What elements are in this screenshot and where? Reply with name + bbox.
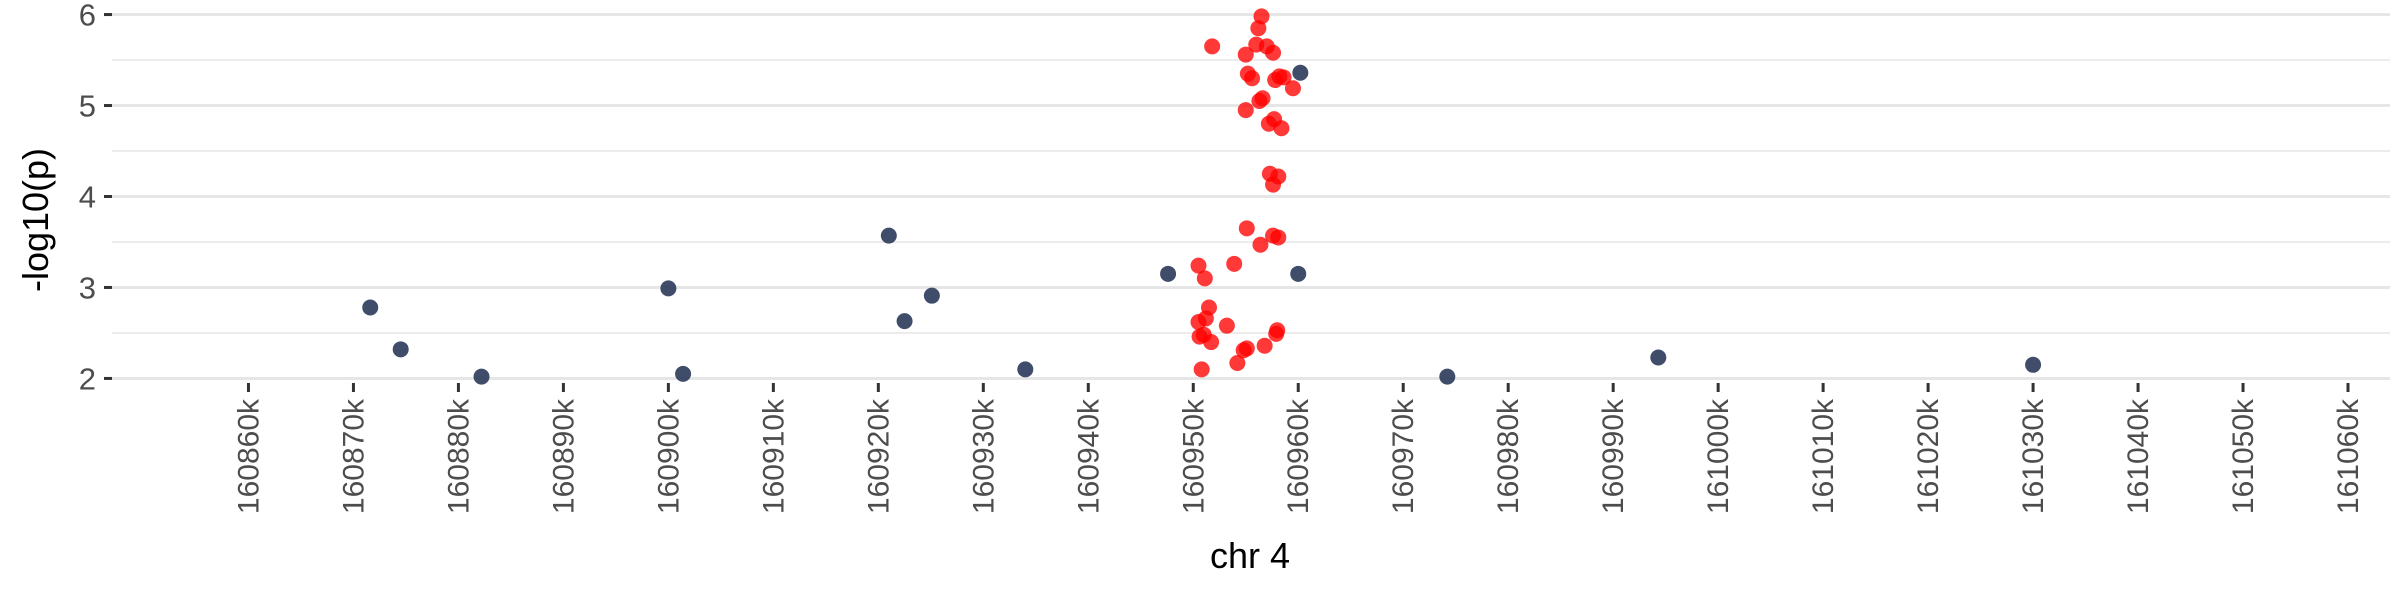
y-tick-label: 2	[79, 361, 96, 396]
x-tick-label: 160960k	[1282, 398, 1315, 514]
snp-point	[1650, 349, 1667, 366]
x-tick-label: 160890k	[547, 398, 580, 514]
highlighted-snp-point	[1250, 20, 1267, 37]
x-tick-label: 160940k	[1072, 398, 1105, 514]
x-tick-label: 160910k	[757, 398, 790, 514]
y-tick-label: 4	[79, 180, 96, 215]
y-axis: 2 3 4 5 6	[79, 0, 112, 396]
highlighted-snp-point	[1229, 354, 1246, 371]
highlighted-snp-point	[1235, 342, 1252, 359]
y-axis-title: -log10(p)	[15, 148, 56, 292]
highlighted-snp-point	[1218, 317, 1235, 334]
snp-point	[473, 368, 490, 385]
snp-point	[923, 287, 940, 304]
highlighted-snp-point	[1248, 36, 1265, 53]
highlighted-snp-point	[1273, 120, 1290, 137]
highlighted-snp-point	[1196, 270, 1213, 287]
highlighted-snp-point	[1237, 46, 1254, 63]
x-tick-label: 160980k	[1492, 398, 1525, 514]
snp-point	[896, 313, 913, 330]
snp-point	[1439, 368, 1456, 385]
y-tick-label: 5	[79, 89, 96, 124]
x-tick-label: 160870k	[337, 398, 370, 514]
highlighted-snp-point	[1226, 255, 1243, 272]
highlighted-snp-point	[1190, 257, 1207, 274]
x-tick-label: 161020k	[1912, 398, 1945, 514]
snp-point	[1292, 64, 1309, 81]
highlighted-snp-point	[1238, 220, 1255, 237]
x-tick-label: 160950k	[1177, 398, 1210, 514]
highlighted-snp-point	[1256, 337, 1273, 354]
gridlines	[112, 13, 2390, 380]
highlighted-snp-point	[1203, 334, 1220, 351]
x-tick-label: 160920k	[862, 398, 895, 514]
snp-point	[675, 365, 692, 382]
snp-point	[362, 299, 379, 316]
x-axis: 160860k 160870k 160880k 160890k 160900k 16091…	[232, 383, 2365, 514]
snp-point	[1160, 265, 1177, 282]
snp-point	[660, 280, 677, 297]
highlighted-snp-point	[1260, 115, 1277, 132]
snp-point	[2025, 356, 2042, 373]
x-tick-label: 160900k	[652, 398, 685, 514]
highlighted-snp-point	[1270, 229, 1287, 246]
x-tick-label: 160970k	[1387, 398, 1420, 514]
snp-point	[1017, 361, 1034, 378]
highlighted-snp-point	[1275, 69, 1292, 86]
y-tick-label: 3	[79, 270, 96, 305]
highlighted-snp-point	[1204, 38, 1221, 55]
snp-point	[1290, 265, 1307, 282]
x-tick-label: 160930k	[967, 398, 1000, 514]
x-tick-label: 160990k	[1597, 398, 1630, 514]
highlighted-snp-point	[1193, 361, 1210, 378]
x-tick-label: 161000k	[1702, 398, 1735, 514]
highlighted-snp-point	[1270, 168, 1287, 185]
highlighted-snp-point	[1284, 80, 1301, 97]
highlighted-snp-point	[1265, 44, 1282, 61]
x-tick-label: 161040k	[2122, 398, 2155, 514]
highlighted-snp-point	[1268, 325, 1285, 342]
y-tick-label: 6	[79, 0, 96, 33]
x-tick-label: 160880k	[442, 398, 475, 514]
x-tick-label: 161010k	[1807, 398, 1840, 514]
snp-point	[392, 341, 409, 358]
snp-point	[880, 227, 897, 244]
x-tick-label: 161050k	[2227, 398, 2260, 514]
highlighted-snp-point	[1251, 92, 1268, 109]
x-axis-title: chr 4	[1210, 535, 1290, 576]
highlighted-snp-point	[1252, 236, 1269, 253]
highlighted-snp-point	[1237, 102, 1254, 119]
data-points	[362, 8, 2042, 385]
highlighted-snp-point	[1244, 70, 1261, 87]
highlighted-snp-point	[1197, 310, 1214, 327]
x-tick-label: 160860k	[232, 398, 265, 514]
x-tick-label: 161030k	[2017, 398, 2050, 514]
x-tick-label: 161060k	[2332, 398, 2365, 514]
